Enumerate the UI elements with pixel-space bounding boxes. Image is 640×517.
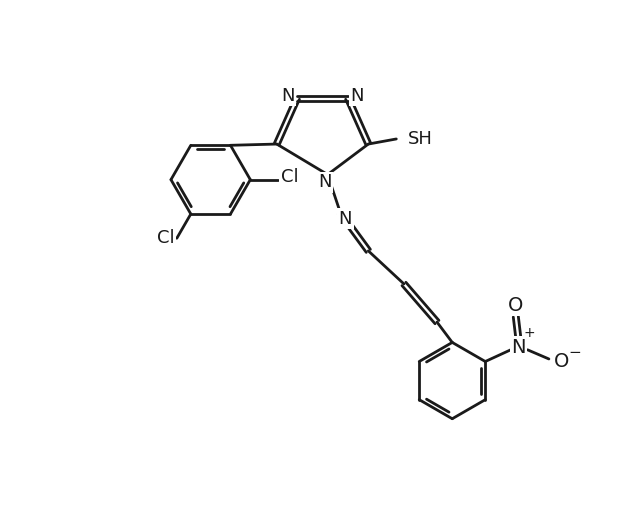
- Text: N: N: [281, 87, 294, 105]
- Text: N: N: [350, 87, 364, 105]
- Text: +: +: [524, 326, 535, 340]
- Text: Cl: Cl: [157, 229, 175, 247]
- Text: −: −: [568, 345, 580, 360]
- Text: SH: SH: [408, 130, 433, 148]
- Text: N: N: [318, 173, 332, 191]
- Text: O: O: [554, 352, 569, 371]
- Text: N: N: [511, 338, 525, 357]
- Text: N: N: [339, 210, 352, 228]
- Text: O: O: [508, 296, 524, 314]
- Text: Cl: Cl: [281, 168, 298, 186]
